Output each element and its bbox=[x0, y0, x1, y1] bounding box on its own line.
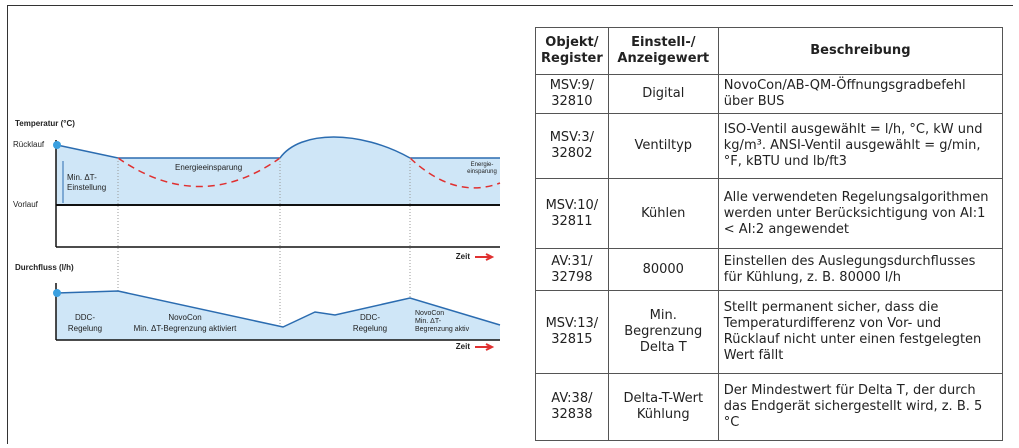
cell: Stellt permanent sicher, dass die Temper… bbox=[717, 290, 1004, 374]
header-cell: Einstell-/ Anzeigewert bbox=[607, 27, 719, 75]
label: Zeit bbox=[456, 342, 471, 351]
cell: MSV:9/ 32810 bbox=[535, 74, 609, 114]
row: MSV:9/ 32810 Digital NovoCon/AB-QM-Öffnung… bbox=[535, 74, 1004, 114]
row: AV:38/ 32838 Delta-T-Wert Kühlung Der Mind… bbox=[535, 373, 1004, 441]
return-area bbox=[56, 137, 500, 160]
cell: 80000 bbox=[607, 248, 719, 291]
cell: MSV:10/ 32811 bbox=[535, 178, 609, 249]
arrow bbox=[475, 253, 495, 261]
dividers bbox=[117, 158, 411, 340]
cell: Min. Begrenzung Delta T bbox=[607, 290, 719, 374]
cell: Alle verwendeten Regelungsalgorithmen we… bbox=[717, 178, 1004, 249]
cell: Digital bbox=[607, 74, 719, 114]
saving-curve bbox=[117, 157, 501, 189]
label: Durchfluss (l/h) bbox=[15, 263, 74, 272]
cell: ISO-Ventil ausgewählt = l/h, °C, kW und … bbox=[717, 113, 1004, 179]
label: Einstellung bbox=[67, 183, 106, 192]
label: Vorlauf bbox=[13, 200, 39, 209]
label: Begrenzung aktiv bbox=[415, 326, 470, 333]
label: Rücklauf bbox=[13, 140, 45, 149]
label: DDC- bbox=[360, 313, 380, 322]
label: Temperatur (°C) bbox=[15, 119, 75, 128]
row: AV:31/ 32798 80000 Einstellen des Auslegun… bbox=[535, 248, 1004, 291]
header-cell: Beschreibung bbox=[717, 27, 1004, 75]
flow-line bbox=[56, 290, 501, 328]
label: NovoCon bbox=[415, 310, 444, 317]
cell: MSV:13/ 32815 bbox=[535, 290, 609, 374]
row: MSV:3/ 32802 Ventiltyp ISO-Ventil ausgewäh… bbox=[535, 113, 1004, 179]
cell: AV:31/ 32798 bbox=[535, 248, 609, 291]
cell: AV:38/ 32838 bbox=[535, 373, 609, 441]
arrow bbox=[475, 343, 495, 351]
cell: NovoCon/AB-QM-Öffnungsgradbefehl über BU… bbox=[717, 74, 1004, 114]
cell: Kühlen bbox=[607, 178, 719, 249]
row: MSV:13/ 32815 Min. Begrenzung Delta T Stel… bbox=[535, 290, 1004, 374]
label: Min. ΔT-Begrenzung aktiviert bbox=[134, 324, 237, 333]
label: Regelung bbox=[68, 324, 102, 333]
frame bbox=[7, 5, 1013, 444]
cell: Der Mindestwert für Delta T, der durch d… bbox=[717, 373, 1004, 441]
label: einsparung bbox=[467, 169, 497, 175]
cell: MSV:3/ 32802 bbox=[535, 113, 609, 179]
label: Regelung bbox=[353, 324, 387, 333]
label: DDC- bbox=[75, 313, 95, 322]
return-line bbox=[56, 136, 500, 159]
label: Zeit bbox=[456, 252, 471, 261]
label: Energieeinsparung bbox=[175, 163, 242, 172]
label: Energie- bbox=[471, 162, 494, 168]
label: Min. ΔT- bbox=[67, 173, 97, 182]
cell: Ventiltyp bbox=[607, 113, 719, 179]
header-row: Objekt/ Register Einstell-/ Anzeigewert Be… bbox=[535, 27, 1004, 75]
label: Min. ΔT- bbox=[415, 318, 442, 325]
diagram: Temperatur (°C) Rücklauf Vorlauf Min. ΔT… bbox=[13, 119, 501, 351]
band bbox=[56, 158, 500, 205]
row: MSV:10/ 32811 Kühlen Alle verwendeten Rege… bbox=[535, 178, 1004, 249]
parameter-table: Objekt/ Register Einstell-/ Anzeigewert Be… bbox=[535, 27, 1004, 441]
point bbox=[53, 289, 61, 297]
cell: Einstellen des Auslegungsdurchflusses fü… bbox=[717, 248, 1004, 291]
label: NovoCon bbox=[168, 313, 201, 322]
point bbox=[53, 141, 61, 149]
cell: Delta-T-Wert Kühlung bbox=[607, 373, 719, 441]
header-cell: Objekt/ Register bbox=[535, 27, 609, 75]
